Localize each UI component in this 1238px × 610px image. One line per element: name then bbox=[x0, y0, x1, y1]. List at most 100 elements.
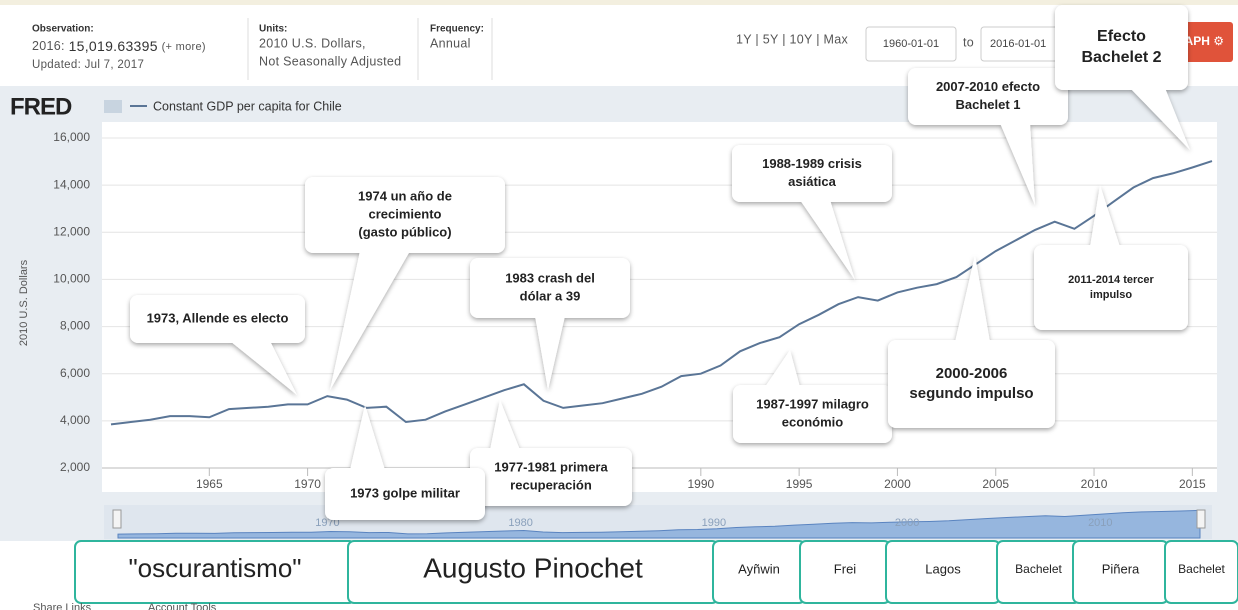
period-label: Augusto Pinochet bbox=[423, 552, 643, 583]
y-tick-label: 6,000 bbox=[60, 366, 90, 380]
period-label: "oscurantismo" bbox=[128, 553, 301, 583]
period-label: Bachelet bbox=[1015, 562, 1062, 576]
y-tick-label: 14,000 bbox=[53, 177, 90, 191]
y-tick-label: 10,000 bbox=[53, 272, 90, 286]
observation-date: 2016: bbox=[32, 39, 65, 53]
navigator-tick: 2010 bbox=[1088, 517, 1112, 529]
to-label: to bbox=[963, 35, 974, 49]
annotation-box bbox=[470, 448, 632, 506]
units-label: Units: bbox=[259, 24, 287, 35]
x-tick-label: 1970 bbox=[294, 477, 321, 491]
annotation-pointer bbox=[1000, 123, 1035, 205]
navigator-area bbox=[117, 509, 1201, 539]
period-label: Frei bbox=[834, 561, 857, 576]
observation-value: 15,019.63395 bbox=[69, 38, 158, 54]
units: 2010 U.S. Dollars, bbox=[259, 36, 366, 50]
annotation-text: Efecto bbox=[1097, 28, 1146, 45]
period-label: Bachelet bbox=[1178, 562, 1225, 576]
footer-link[interactable]: Share Links bbox=[33, 602, 92, 610]
annotation-pointer bbox=[350, 405, 385, 470]
annotation-text: 1977-1981 primera bbox=[494, 459, 608, 474]
annotation-text: dólar a 39 bbox=[520, 288, 581, 303]
annotation-text: 1983 crash del bbox=[505, 270, 595, 285]
annotation-box bbox=[733, 385, 892, 443]
annotation bbox=[888, 255, 1055, 428]
annotation-text: Bachelet 1 bbox=[955, 97, 1020, 112]
annotation-text: 1987-1997 milagro bbox=[756, 396, 869, 411]
period-label: Lagos bbox=[925, 561, 961, 576]
series-line bbox=[110, 160, 1213, 426]
navigator-handle bbox=[1196, 509, 1206, 529]
annotation-text: segundo impulso bbox=[909, 385, 1033, 402]
footer-link[interactable]: Account Tools bbox=[148, 602, 217, 610]
annotation-text: 2000-2006 bbox=[936, 365, 1008, 382]
x-tick-label: 2005 bbox=[982, 477, 1009, 491]
frequency: Annual bbox=[430, 36, 471, 50]
annotation-text: 1974 un año de bbox=[358, 188, 452, 203]
annotation-box bbox=[325, 468, 485, 520]
navigator-tick: 1980 bbox=[508, 517, 532, 529]
x-tick-label: 1990 bbox=[687, 477, 714, 491]
x-tick-label: 2015 bbox=[1179, 477, 1206, 491]
annotation-pointer bbox=[1090, 185, 1120, 247]
annotation-text: 2011-2014 tercer bbox=[1068, 274, 1154, 286]
annotation bbox=[130, 295, 305, 395]
annotation-text: recuperación bbox=[510, 477, 592, 492]
y-tick-label: 12,000 bbox=[53, 224, 90, 238]
annotation bbox=[325, 405, 485, 520]
annotation-box bbox=[732, 145, 892, 202]
annotation bbox=[1055, 5, 1190, 150]
period-tab bbox=[1164, 540, 1238, 604]
annotation-pointer bbox=[800, 200, 855, 280]
fred-logo: FRED bbox=[10, 93, 72, 120]
annotation-text: crecimiento bbox=[369, 206, 442, 221]
annotation-box bbox=[130, 295, 305, 343]
navigator-handle bbox=[112, 509, 122, 529]
period-label: Ayñwin bbox=[738, 561, 780, 576]
annotation-text: 1973 golpe militar bbox=[350, 485, 460, 500]
annotation-text: Bachelet 2 bbox=[1081, 49, 1161, 66]
y-axis-label: 2010 U.S. Dollars bbox=[18, 259, 30, 346]
annotation-text: 2007-2010 efecto bbox=[936, 79, 1040, 94]
annotation-text: económio bbox=[782, 414, 843, 429]
annotation-pointer bbox=[1130, 88, 1190, 150]
more-link[interactable]: (+ more) bbox=[162, 41, 206, 53]
annotation-pointer bbox=[490, 400, 520, 450]
annotation-pointer bbox=[230, 341, 297, 395]
annotation-pointer bbox=[955, 255, 990, 342]
annotation-box bbox=[908, 68, 1068, 125]
navigator-tick: 2000 bbox=[895, 517, 919, 529]
y-tick-label: 2,000 bbox=[60, 460, 90, 474]
units: Not Seasonally Adjusted bbox=[259, 54, 401, 68]
period-label: Piñera bbox=[1102, 561, 1140, 576]
annotation bbox=[908, 68, 1068, 205]
x-tick-label: 2000 bbox=[884, 477, 911, 491]
y-tick-label: 8,000 bbox=[60, 319, 90, 333]
annotation-text: 1988-1989 crisis bbox=[762, 156, 862, 171]
annotation-box bbox=[1034, 245, 1188, 330]
annotation-pointer bbox=[765, 350, 800, 387]
annotation-text: 1973, Allende es electo bbox=[147, 310, 289, 325]
end-date[interactable]: 2016-01-01 bbox=[990, 38, 1046, 50]
range-buttons[interactable]: 1Y | 5Y | 10Y | Max bbox=[736, 32, 848, 46]
y-tick-label: 16,000 bbox=[53, 130, 90, 144]
x-tick-label: 2010 bbox=[1081, 477, 1108, 491]
navigator-tick: 1990 bbox=[702, 517, 726, 529]
annotation bbox=[305, 177, 505, 390]
annotation-box bbox=[1055, 5, 1188, 90]
date-input[interactable] bbox=[865, 26, 957, 62]
observation: 2016: 15,019.63395 (+ more) bbox=[32, 38, 206, 54]
start-date[interactable]: 1960-01-01 bbox=[883, 38, 939, 50]
observation-label: Observation: bbox=[32, 24, 94, 35]
annotation bbox=[470, 258, 630, 390]
annotation bbox=[470, 400, 632, 506]
annotation-box bbox=[888, 340, 1055, 428]
y-tick-label: 4,000 bbox=[60, 413, 90, 427]
annotation-text: impulso bbox=[1090, 289, 1132, 301]
frequency-label: Frequency: bbox=[430, 24, 484, 35]
annotation-pointer bbox=[535, 316, 565, 390]
legend-label: Constant GDP per capita for Chile bbox=[153, 99, 342, 113]
annotation-box bbox=[470, 258, 630, 318]
annotation-text: asiática bbox=[788, 174, 836, 189]
annotation bbox=[733, 350, 892, 443]
